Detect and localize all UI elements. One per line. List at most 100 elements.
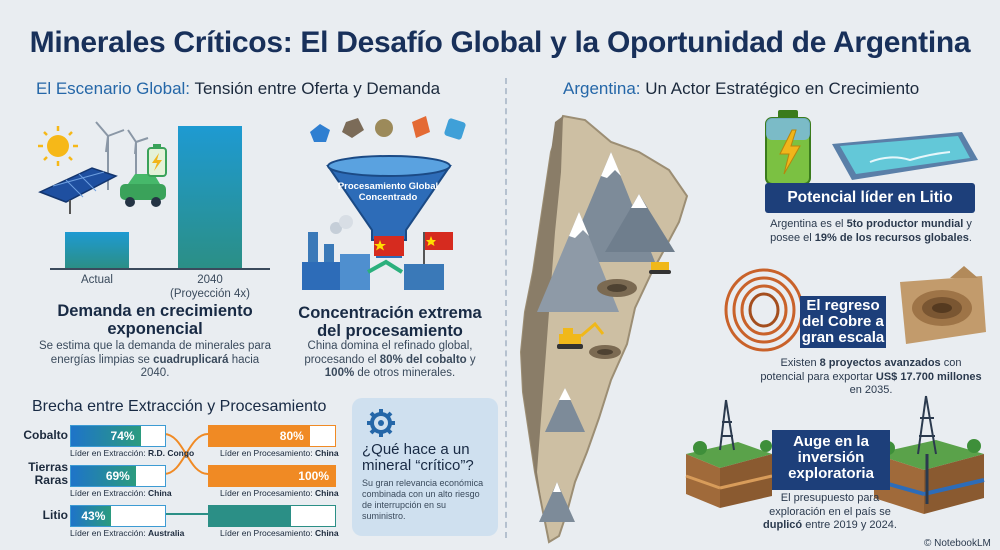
processing-bar: 80% (208, 425, 336, 447)
copper-desc-3: en 2035. (849, 384, 893, 396)
demand-description: Se estima que la demanda de minerales pa… (38, 340, 272, 381)
exploration-description: El presupuesto para exploración en el pa… (752, 492, 908, 533)
copper-mine-icon (900, 266, 986, 344)
processing-desc-a: China domina el refinado global, procesa… (304, 340, 473, 366)
extraction-leader: Líder en Extracción: China (70, 488, 172, 498)
processing-title: Concentración extrema del procesamiento (298, 304, 482, 340)
right-section-header: Argentina: Un Actor Estratégico en Creci… (563, 79, 919, 99)
drill-rig-left-icon (719, 399, 735, 451)
exploration-desc-1: El presupuesto para exploración en el pa… (769, 492, 891, 518)
processing-bold-cobalt: 80% del cobalto (379, 353, 467, 366)
gap-mineral-label: Cobalto (23, 428, 68, 442)
copper-description: Existen 8 proyectos avanzados con potenc… (758, 357, 984, 398)
brine-pool-icon (832, 132, 978, 180)
critical-title: ¿Qué hace a un mineral “crítico”? (362, 441, 474, 474)
lithium-desc-1: Argentina es el (770, 218, 844, 230)
critical-card: ¿Qué hace a un mineral “crítico”? Su gra… (352, 398, 498, 536)
page-title: Minerales Críticos: El Desafío Global y … (29, 26, 971, 59)
copper-illustration (724, 266, 986, 352)
processing-leader-country: China (314, 448, 339, 458)
funnel-icon (326, 155, 452, 258)
funnel-label: Procesamiento Global Concentrado (337, 181, 439, 203)
soil-block-right-icon (873, 440, 985, 514)
extraction-leader-label: Líder en Extracción: (70, 448, 146, 458)
processing-leader-label: Líder en Procesamiento: (220, 488, 313, 498)
copper-desc-1: Existen (780, 357, 817, 369)
extraction-bar-fill: 69% (71, 466, 136, 486)
extraction-leader: Líder en Extracción: R.D. Congo (70, 448, 194, 458)
lithium-bold-1: 5to productor mundial (846, 218, 964, 230)
processing-bar-fill: 100% (209, 466, 335, 486)
southern-mountains-icon (539, 388, 585, 522)
demand-desc-bold: cuadruplicará (153, 353, 229, 366)
electric-car-icon (120, 174, 166, 207)
gap-title: Brecha entre Extracción y Procesamiento (32, 398, 327, 415)
extraction-bar: 74% (70, 425, 166, 447)
battery-charge-icon (147, 144, 167, 177)
processing-description: China domina el refinado global, procesa… (290, 340, 490, 381)
factory-icon (302, 215, 444, 290)
battery-icon (765, 110, 811, 185)
mineral-rocks-icon (310, 116, 466, 142)
left-header-rest: Tensión entre Oferta y Demanda (194, 79, 441, 98)
processing-leader: Líder en Procesamiento: China (220, 528, 339, 538)
left-header-accent: El Escenario Global: (36, 79, 191, 98)
processing-illustration (302, 116, 466, 290)
soil-block-left-icon (685, 442, 773, 508)
bar-actual (65, 232, 129, 268)
lithium-desc-3: . (968, 231, 972, 244)
bar-label-2040: 2040 (Proyección 4x) (160, 274, 260, 301)
extraction-bar-fill: 74% (71, 426, 141, 446)
section-divider (505, 78, 507, 538)
lithium-illustration (765, 110, 978, 185)
bar-label-actual: Actual (81, 274, 113, 286)
extraction-bar: 69% (70, 465, 166, 487)
china-flag-icon (374, 232, 453, 284)
processing-leader: Líder en Procesamiento: China (220, 448, 339, 458)
processing-leader: Líder en Procesamiento: China (220, 488, 339, 498)
extraction-pct: 69% (105, 469, 130, 483)
excavator-icon (557, 262, 671, 349)
exploration-banner: Auge en la inversión exploratoria (772, 430, 890, 490)
processing-desc-c: de otros minerales. (357, 367, 456, 379)
processing-bold-100: 100% (324, 367, 355, 379)
processing-leader-label: Líder en Procesamiento: (220, 448, 313, 458)
extraction-pct: 43% (81, 509, 106, 523)
processing-leader-label: Líder en Procesamiento: (220, 528, 313, 538)
gap-mineral-label: Tierras Raras (28, 460, 68, 487)
processing-pct: 100% (298, 469, 329, 483)
extraction-leader-country: R.D. Congo (147, 448, 195, 458)
chart-baseline (50, 268, 270, 270)
extraction-bar: 43% (70, 505, 166, 527)
extraction-leader-label: Líder en Extracción: (70, 488, 146, 498)
processing-bar: 100% (208, 465, 336, 487)
left-section-header: El Escenario Global: Tensión entre Ofert… (36, 79, 440, 99)
right-header-accent: Argentina: (563, 79, 641, 98)
processing-bar-fill (209, 506, 291, 526)
extraction-leader-label: Líder en Extracción: (70, 528, 146, 538)
copper-bold-2: US$ 17.700 millones (875, 370, 982, 383)
gap-connectors (164, 433, 208, 515)
processing-leader-country: China (314, 528, 339, 538)
lithium-bold-2: 19% de los recursos globales (814, 231, 969, 244)
bar-label-2040-sub: (Proyección 4x) (170, 287, 250, 300)
copper-bold-1: 8 proyectos avanzados (819, 357, 941, 369)
extraction-leader-country: Australia (147, 528, 185, 538)
gear-icon (367, 409, 395, 437)
processing-desc-b: y (469, 353, 476, 366)
extraction-bar-fill: 43% (71, 506, 112, 526)
drill-rig-right-icon (917, 395, 937, 504)
clean-energy-illustration (38, 121, 167, 214)
copper-coil-icon (724, 268, 804, 352)
lithium-desc-2: y posee el (770, 218, 972, 244)
lithium-banner: Potencial líder en Litio (765, 183, 975, 213)
footer-credit: © NotebookLM (924, 538, 991, 549)
processing-pct: 80% (279, 429, 304, 443)
copper-banner: El regreso del Cobre a gran escala (800, 296, 886, 348)
exploration-desc-2: entre 2019 y 2024. (805, 519, 897, 531)
extraction-leader-country: China (147, 488, 172, 498)
demand-desc-b: hacia 2040. (140, 353, 260, 380)
copper-desc-2: con potencial para exportar (760, 357, 962, 383)
right-header-rest: Un Actor Estratégico en Crecimiento (645, 79, 920, 98)
processing-leader-country: China (314, 488, 339, 498)
